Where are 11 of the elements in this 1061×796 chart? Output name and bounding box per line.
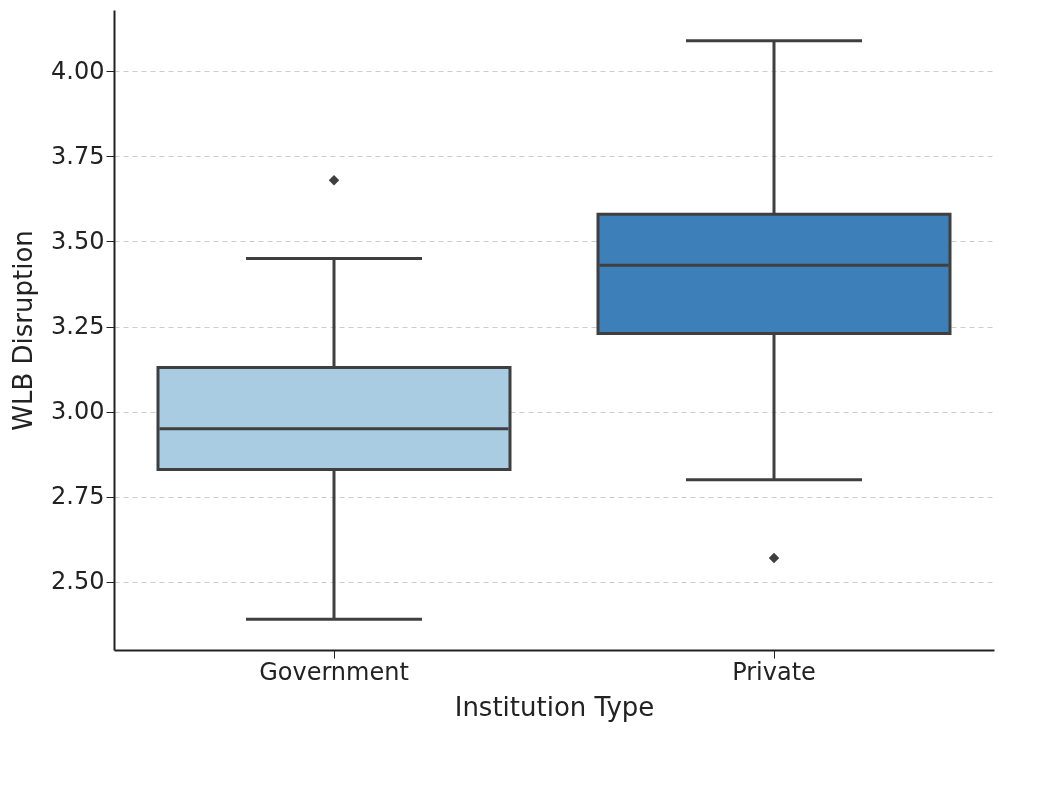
x-tick-label: Government: [259, 657, 409, 686]
y-tick-label: 2.75: [51, 482, 105, 511]
y-axis-title: WLB Disruption: [8, 230, 39, 431]
y-tick-label: 2.50: [51, 567, 105, 596]
y-tick-label: 4.00: [51, 56, 105, 85]
y-tick-label: 3.50: [51, 226, 105, 255]
y-tick-label: 3.75: [51, 141, 105, 170]
y-tick-label: 3.25: [51, 312, 105, 341]
x-axis-title: Institution Type: [454, 691, 655, 722]
y-tick-label: 3.00: [51, 397, 105, 426]
x-tick-label: Private: [732, 657, 816, 686]
